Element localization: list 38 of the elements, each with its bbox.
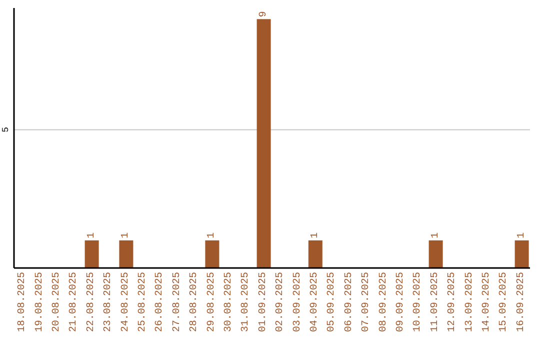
x-tick-label: 29.08.2025 — [206, 272, 218, 332]
x-tick-label: 10.09.2025 — [412, 272, 424, 332]
data-label: 1 — [206, 232, 218, 238]
x-tick-label: 11.09.2025 — [430, 272, 441, 332]
x-tick-label: 16.09.2025 — [516, 272, 527, 332]
x-tick-label: 04.09.2025 — [310, 272, 320, 332]
x-tick-label: 18.08.2025 — [17, 272, 28, 332]
x-tick-label: 05.09.2025 — [326, 272, 338, 332]
x-tick-label: 06.09.2025 — [344, 272, 355, 332]
x-tick-label: 27.08.2025 — [172, 272, 183, 332]
x-tick-label: 30.08.2025 — [224, 272, 234, 332]
x-tick-label: 19.08.2025 — [34, 272, 46, 332]
x-tick-label: 23.08.2025 — [103, 272, 114, 332]
x-tick-label: 12.09.2025 — [447, 272, 458, 332]
x-tick-label: 21.08.2025 — [68, 272, 80, 332]
x-tick-label: 09.09.2025 — [396, 272, 406, 332]
x-tick-label: 08.09.2025 — [378, 272, 390, 332]
x-tick-label: 13.09.2025 — [464, 272, 476, 332]
data-label: 1 — [516, 232, 528, 238]
data-label: 9 — [258, 11, 270, 18]
x-tick-label: 02.09.2025 — [275, 272, 286, 332]
x-tick-label: 03.09.2025 — [292, 272, 304, 332]
x-tick-label: 25.08.2025 — [138, 272, 148, 332]
x-tick-label: 14.09.2025 — [482, 272, 492, 332]
x-tick-label: 20.08.2025 — [52, 272, 62, 332]
x-tick-label: 24.08.2025 — [120, 272, 132, 332]
x-tick-label: 07.09.2025 — [361, 272, 372, 332]
x-tick-label: 26.08.2025 — [154, 272, 166, 332]
y-tick-label: 5 — [1, 127, 11, 132]
data-label: 1 — [310, 232, 321, 238]
x-tick-label: 31.08.2025 — [240, 272, 252, 332]
data-label: 1 — [430, 232, 442, 238]
x-tick-label: 15.09.2025 — [498, 272, 510, 332]
x-tick-label: 22.08.2025 — [86, 272, 97, 332]
x-tick-label: 01.09.2025 — [258, 272, 269, 332]
x-tick-label: 28.08.2025 — [189, 272, 200, 332]
data-label: 1 — [86, 232, 98, 238]
data-label: 1 — [120, 232, 132, 238]
